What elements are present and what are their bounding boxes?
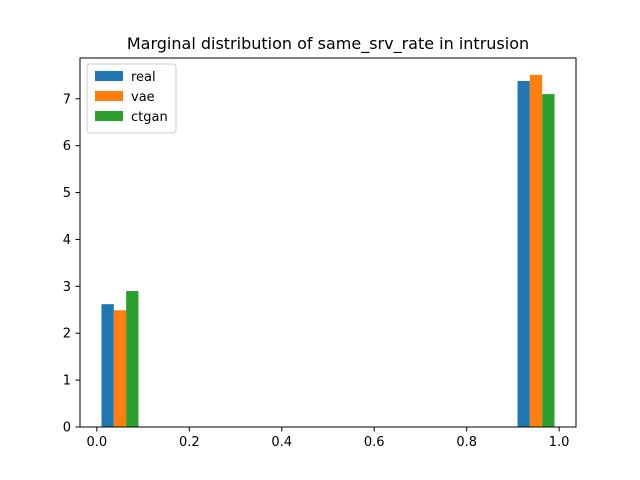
y-tick-label: 1 — [63, 374, 71, 389]
legend-swatch-vae — [95, 91, 123, 101]
bar-real-bin-0 — [101, 304, 114, 427]
y-tick-label: 4 — [63, 233, 71, 248]
y-tick-label: 2 — [63, 327, 71, 342]
x-tick-label: 1.0 — [549, 435, 570, 450]
bar-ctgan-bin-0 — [126, 291, 139, 427]
legend-label-ctgan: ctgan — [131, 110, 168, 125]
y-tick-label: 5 — [63, 186, 71, 201]
x-tick-label: 0.6 — [364, 435, 385, 450]
x-tick-label: 0.0 — [87, 435, 108, 450]
legend-swatch-ctgan — [95, 111, 123, 121]
legend: real vae ctgan — [86, 63, 177, 134]
x-tick-label: 0.2 — [179, 435, 200, 450]
y-tick-label: 6 — [63, 139, 71, 154]
bars-layer — [101, 74, 555, 428]
y-tick-label: 0 — [63, 421, 71, 436]
bar-vae-bin-0 — [113, 310, 127, 427]
x-axis: 0.0 0.2 0.4 0.6 0.8 1.0 — [87, 427, 570, 450]
legend-label-real: real — [131, 70, 156, 85]
bar-ctgan-bin-1 — [542, 94, 555, 428]
bar-real-bin-1 — [517, 80, 530, 428]
y-tick-label: 7 — [63, 92, 71, 107]
y-tick-label: 3 — [63, 280, 71, 295]
chart-title: Marginal distribution of same_srv_rate i… — [127, 34, 529, 54]
legend-label-vae: vae — [131, 90, 155, 105]
y-axis: 0 1 2 3 4 5 6 7 — [63, 92, 80, 436]
legend-swatch-real — [95, 71, 123, 81]
x-tick-label: 0.4 — [271, 435, 292, 450]
bar-vae-bin-1 — [529, 74, 543, 428]
x-tick-label: 0.8 — [456, 435, 477, 450]
axes-frame — [79, 57, 577, 428]
